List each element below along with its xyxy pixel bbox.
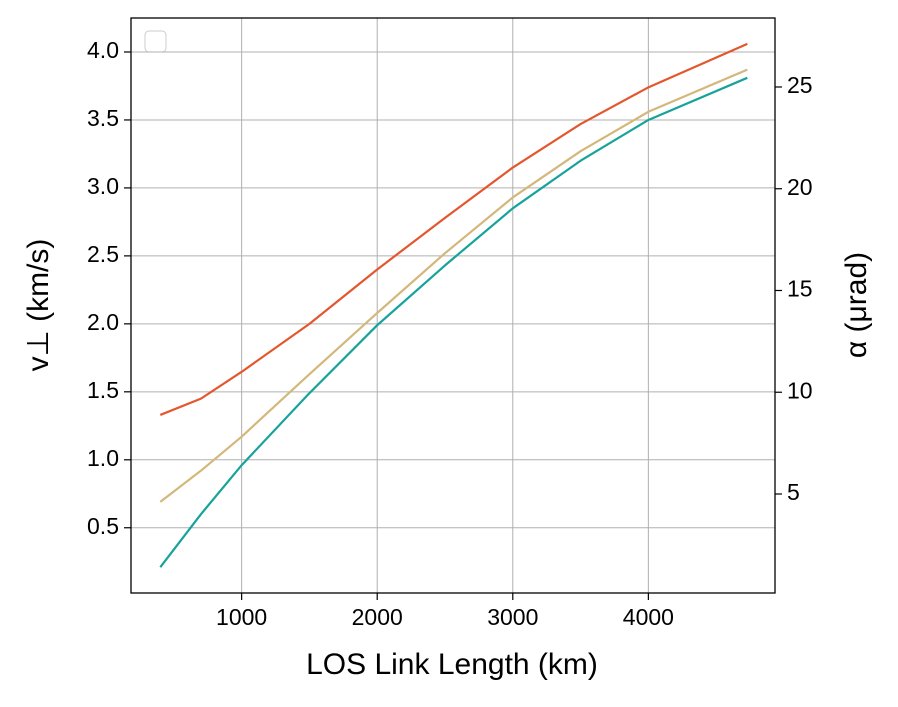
y-tick-label: 0.5 [87, 513, 119, 539]
y-tick-label: 1.5 [87, 377, 119, 403]
x-axis-label: LOS Link Length (km) [306, 648, 598, 681]
y2-tick-label: 10 [787, 377, 813, 403]
x-tick-label: 2000 [352, 604, 403, 630]
line [159, 68, 748, 503]
y2-tick-label: 20 [787, 174, 813, 200]
y-tick-label: 2.0 [87, 309, 119, 335]
y-tick-label: 2.5 [87, 241, 119, 267]
y2-tick-label: 5 [787, 479, 800, 505]
x-tick-label: 3000 [487, 604, 538, 630]
y-tick-label: 3.0 [87, 173, 119, 199]
y-tick-label: 4.0 [87, 37, 119, 63]
y-tick-label: 1.0 [87, 445, 119, 471]
y2-axis-label: α (μrad) [840, 252, 873, 358]
x-tick-label: 1000 [216, 604, 267, 630]
y2-tick-label: 15 [787, 276, 813, 302]
line [159, 76, 748, 568]
y2-tick-label: 25 [787, 72, 813, 98]
y-tick-label: 3.5 [87, 105, 119, 131]
plot-frame [130, 17, 776, 594]
line [159, 42, 748, 416]
x-tick-label: 4000 [623, 604, 674, 630]
legend-box [144, 30, 167, 53]
y-axis-label: v⊥ (km/s) [22, 239, 55, 372]
